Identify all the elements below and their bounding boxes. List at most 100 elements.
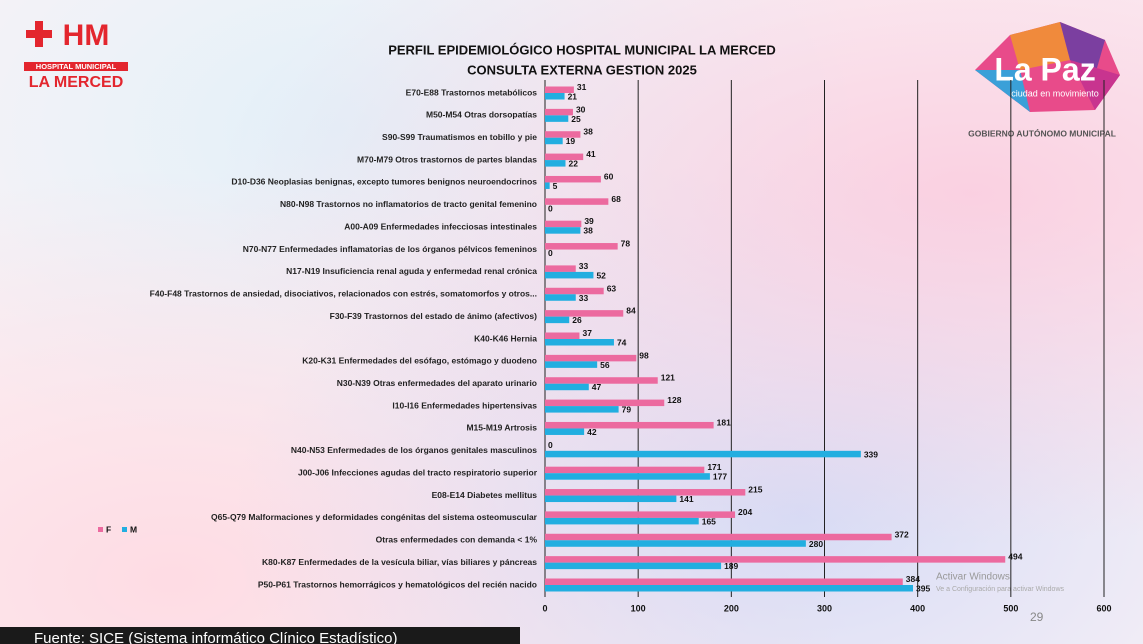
data-label: 47 <box>592 382 602 392</box>
logo-line1: HOSPITAL MUNICIPAL <box>36 62 117 71</box>
x-tick-label: 300 <box>817 603 832 613</box>
page-number: 29 <box>1030 610 1044 624</box>
bar <box>545 198 609 205</box>
y-tick-label: F40-F48 Trastornos de ansiedad, disociat… <box>150 289 537 299</box>
y-tick-label: N17-N19 Insuficiencia renal aguda y enfe… <box>286 266 537 276</box>
bar <box>545 131 581 138</box>
bar <box>545 450 861 458</box>
bar <box>545 271 594 279</box>
data-label: 19 <box>566 136 576 146</box>
data-label: 339 <box>864 449 878 459</box>
y-tick-label: N80-N98 Trastornos no inflamatorios de t… <box>280 199 537 209</box>
bar <box>545 115 569 122</box>
bar <box>545 466 705 474</box>
bar <box>545 540 806 547</box>
data-label: 141 <box>679 494 693 504</box>
data-label: 30 <box>576 104 586 114</box>
x-tick-label: 400 <box>910 603 925 613</box>
data-label: 395 <box>916 584 930 594</box>
bar <box>545 294 576 301</box>
bar <box>545 316 570 324</box>
y-tick-label: Otras enfermedades con demanda < 1% <box>376 535 538 545</box>
data-label: 74 <box>617 338 627 348</box>
bar <box>545 511 736 518</box>
bar <box>545 93 565 100</box>
bar <box>545 265 576 272</box>
data-label: 37 <box>582 328 592 338</box>
bar <box>545 533 892 541</box>
y-tick-label: Q65-Q79 Malformaciones y deformidades co… <box>211 512 538 522</box>
data-label: 181 <box>717 417 731 427</box>
bar <box>545 108 573 116</box>
y-tick-label: M70-M79 Otros trastornos de partes bland… <box>357 154 537 164</box>
y-tick-label: P50-P61 Trastornos hemorrágicos y hemato… <box>258 579 537 589</box>
legend-swatch <box>122 527 127 532</box>
bar <box>545 473 710 480</box>
y-tick-label: K40-K46 Hernia <box>474 333 537 343</box>
data-label: 189 <box>724 561 738 571</box>
logo-line2: LA MERCED <box>29 74 124 91</box>
data-label: 41 <box>586 149 596 159</box>
y-tick-label: N70-N77 Enfermedades inflamatorias de lo… <box>243 244 538 254</box>
data-label: 26 <box>572 315 582 325</box>
bar <box>545 421 714 429</box>
data-label: 177 <box>713 472 727 482</box>
bar <box>545 182 550 189</box>
data-label: 98 <box>639 350 649 360</box>
bar <box>545 287 604 295</box>
data-label: 204 <box>738 507 752 517</box>
data-label: 21 <box>568 92 578 102</box>
bar <box>545 175 601 183</box>
data-label: 121 <box>661 373 675 383</box>
data-label: 63 <box>607 283 617 293</box>
bar <box>545 243 618 250</box>
bar <box>545 399 665 407</box>
data-label: 56 <box>600 360 610 370</box>
data-label: 5 <box>553 181 558 191</box>
y-tick-label: M15-M19 Artrosis <box>466 423 537 433</box>
bar <box>545 489 746 496</box>
x-tick-label: 500 <box>1003 603 1018 613</box>
city-tagline: ciudad en movimiento <box>1011 88 1099 98</box>
bar <box>545 495 677 503</box>
data-label: 68 <box>611 194 621 204</box>
data-label: 0 <box>548 440 553 450</box>
data-label: 25 <box>571 114 581 124</box>
y-tick-label: K20-K31 Enfermedades del esófago, estóma… <box>302 356 537 366</box>
y-tick-label: M50-M54 Otras dorsopatías <box>426 110 537 120</box>
data-label: 280 <box>809 539 823 549</box>
watermark-title: Activar Windows <box>936 572 1010 583</box>
data-label: 215 <box>748 485 762 495</box>
y-tick-label: D10-D36 Neoplasias benignas, excepto tum… <box>231 177 537 187</box>
city-logo: La Paz ciudad en movimiento GOBIERNO AUT… <box>968 22 1120 138</box>
bar <box>545 153 584 161</box>
bar <box>545 428 585 435</box>
bar <box>545 227 581 234</box>
bar <box>545 332 580 339</box>
bar <box>545 556 1006 563</box>
data-label: 42 <box>587 427 597 437</box>
bar <box>545 377 658 384</box>
data-label: 165 <box>702 516 716 526</box>
data-label: 0 <box>548 203 553 213</box>
y-tick-label: A00-A09 Enfermedades infecciosas intesti… <box>344 221 537 231</box>
bar <box>545 339 614 346</box>
data-label: 384 <box>906 574 920 584</box>
data-label: 494 <box>1008 552 1022 562</box>
bar <box>545 361 598 368</box>
data-label: 33 <box>579 261 589 271</box>
data-label: 33 <box>579 293 589 303</box>
hm-logo: HM HOSPITAL MUNICIPAL LA MERCED <box>24 19 128 91</box>
legend-swatch <box>98 527 103 532</box>
data-label: 52 <box>596 270 606 280</box>
bar <box>545 562 722 570</box>
data-label: 38 <box>583 226 593 236</box>
data-label: 0 <box>548 248 553 258</box>
source-bar <box>0 627 520 644</box>
bar <box>545 310 624 317</box>
bar <box>545 354 637 362</box>
data-label: 128 <box>667 395 681 405</box>
government: GOBIERNO AUTÓNOMO MUNICIPAL <box>968 127 1116 138</box>
